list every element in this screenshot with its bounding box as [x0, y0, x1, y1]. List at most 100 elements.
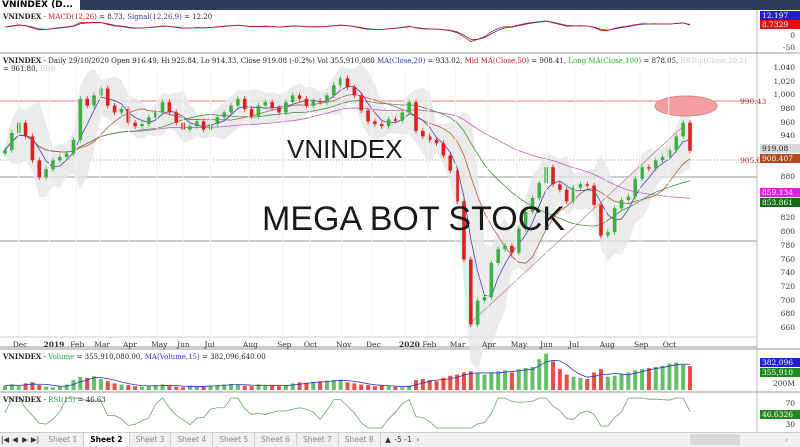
volume-bar — [331, 380, 336, 390]
volume-bar — [345, 382, 350, 390]
candle-body — [332, 85, 336, 96]
volume-bar — [277, 386, 281, 390]
volume-bar — [455, 374, 460, 390]
candle — [44, 166, 48, 181]
volume-bar — [290, 383, 295, 390]
candle-body — [23, 122, 28, 137]
candle — [606, 229, 610, 239]
candle-body — [496, 249, 500, 263]
candle-body — [558, 184, 562, 190]
candle-body — [373, 121, 377, 125]
volume-bar — [653, 366, 658, 390]
horizontal-scrollbar-thumb[interactable] — [690, 434, 740, 445]
sheet-tab-7[interactable]: Sheet 7 — [297, 433, 339, 446]
macd-axis-minus50: -50 — [782, 43, 795, 52]
candle — [626, 193, 631, 203]
x-axis-label: Sep — [633, 340, 649, 349]
long-ma-tag: 853.861 — [760, 198, 800, 207]
sheet-tab-1[interactable]: Sheet 1 — [42, 433, 85, 446]
sheet-extra-back[interactable]: ‹ — [416, 435, 420, 444]
sheet-tab-8[interactable]: Sheet 8 — [339, 433, 381, 446]
candle-body — [551, 167, 555, 185]
x-axis-label: Sep — [277, 340, 292, 349]
volume-bar — [64, 384, 69, 390]
candle — [516, 226, 521, 256]
candle-body — [325, 95, 329, 103]
candle — [640, 164, 644, 182]
candle — [160, 99, 165, 116]
candle-body — [119, 109, 124, 113]
sheet-extra-minus5[interactable]: -5 — [394, 435, 402, 444]
volume-value-tag: 355,910 — [760, 368, 800, 377]
x-axis-label: Jun — [540, 340, 553, 349]
candle — [174, 109, 179, 126]
document-tab[interactable]: VNINDEX (D... — [0, 0, 80, 10]
volume-bar — [523, 368, 528, 390]
x-axis-label: Feb — [422, 340, 437, 349]
sheet-extra-up[interactable]: ▲ — [385, 435, 391, 444]
x-axis-label: Nov — [336, 340, 352, 349]
scroll-right-button[interactable]: › — [785, 435, 788, 444]
candle — [578, 181, 583, 191]
volume-bar — [92, 376, 97, 390]
sheet-tab-5[interactable]: Sheet 5 — [213, 433, 256, 446]
candle-body — [222, 112, 226, 118]
x-axis-label: Oct — [662, 340, 677, 349]
candle — [297, 92, 302, 102]
sheet-tab-6[interactable]: Sheet 6 — [255, 433, 297, 446]
candle — [249, 106, 254, 119]
candle-body — [37, 160, 42, 178]
volume-bar — [379, 385, 384, 390]
candle-body — [105, 88, 110, 106]
candle — [359, 92, 363, 114]
candle — [571, 184, 576, 205]
candle-body — [585, 184, 590, 186]
volume-bar — [688, 366, 692, 390]
candle-body — [421, 130, 425, 137]
volume-bar — [187, 385, 192, 390]
sheet-tab-4[interactable]: Sheet 4 — [171, 433, 214, 446]
sheet-tab-2[interactable]: Sheet 2 — [84, 433, 130, 446]
rsi-value-tag: 46.6326 — [760, 410, 800, 419]
nav-first-button[interactable]: |◀ — [0, 435, 10, 444]
volume-bar — [174, 386, 179, 390]
candle-body — [277, 107, 281, 113]
candle — [338, 75, 343, 88]
candle — [140, 121, 144, 129]
volume-bar — [571, 376, 576, 390]
candle-body — [195, 121, 199, 127]
rsi-axis-70: 70 — [785, 399, 795, 408]
volume-bar — [57, 386, 62, 390]
candle — [585, 181, 590, 189]
candle-body — [242, 98, 247, 110]
candle — [407, 99, 411, 116]
document-tab-title: VNINDEX (D... — [2, 0, 73, 10]
candle-body — [290, 95, 295, 103]
candle-body — [441, 143, 446, 156]
candle — [503, 243, 507, 252]
volume-bar — [612, 375, 617, 390]
volume-bar — [181, 387, 186, 390]
nav-last-button[interactable]: ▶| — [30, 435, 40, 444]
candle-body — [85, 98, 89, 106]
candle-body — [640, 167, 644, 179]
candle-body — [619, 200, 624, 209]
candle — [30, 133, 35, 164]
sheet-tab-3[interactable]: Sheet 3 — [130, 433, 172, 446]
volume-bar — [598, 369, 603, 390]
x-axis-label: Dec — [12, 340, 28, 349]
candle — [537, 180, 542, 201]
volume-bar — [324, 380, 329, 390]
volume-bar — [229, 383, 234, 390]
x-axis-label: Mar — [94, 340, 110, 349]
sheet-extra-minus1[interactable]: -1 — [404, 435, 412, 444]
candle — [366, 107, 370, 125]
volume-bar — [263, 385, 268, 390]
highlight-ellipse — [654, 95, 718, 117]
nav-prev-button[interactable]: ◀ — [12, 435, 18, 444]
candle-body — [455, 170, 459, 202]
candle-body — [318, 100, 322, 103]
nav-next-button[interactable]: ▶ — [22, 435, 28, 444]
candle-body — [571, 187, 576, 202]
